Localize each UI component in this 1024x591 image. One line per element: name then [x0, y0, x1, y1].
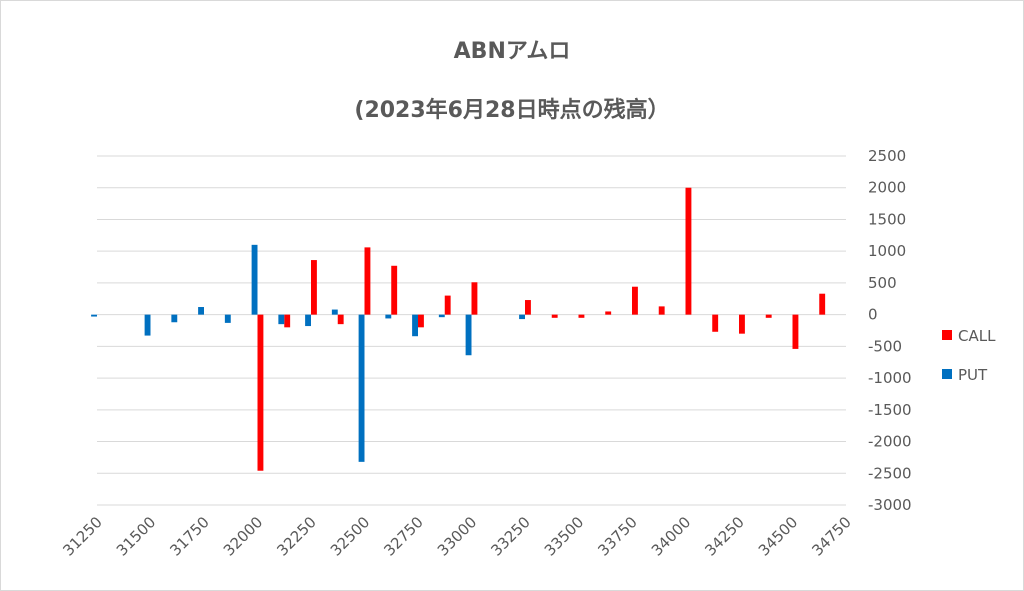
y-tick-label: -1500	[868, 401, 912, 419]
bar-put	[519, 314, 525, 320]
bar-call	[391, 265, 398, 315]
legend-swatch-put	[942, 369, 952, 379]
bar-put	[358, 314, 365, 462]
legend: CALL PUT	[942, 327, 996, 384]
y-tick-label: 1500	[868, 210, 906, 228]
x-tick-label: 31250	[59, 513, 105, 559]
y-tick-label: 500	[868, 274, 897, 292]
bar-call	[337, 314, 344, 325]
x-tick-label: 34250	[701, 513, 747, 559]
bar-call	[257, 314, 264, 471]
chart-subtitle: (2023年6月28日時点の残高）	[354, 98, 670, 123]
bar-call	[765, 314, 772, 318]
bar-call	[819, 293, 826, 315]
legend-label-call: CALL	[958, 327, 996, 345]
bar-call	[712, 314, 719, 332]
legend-swatch-call	[942, 330, 952, 340]
x-tick-label: 34750	[808, 513, 854, 559]
x-tick-label: 33250	[487, 513, 533, 559]
bars	[91, 187, 826, 471]
y-tick-label: -500	[868, 337, 902, 355]
x-tick-label: 32500	[327, 513, 373, 559]
y-tick-label: 0	[868, 306, 878, 324]
bar-put	[251, 244, 258, 315]
x-tick-label: 33750	[594, 513, 640, 559]
x-tick-label: 32000	[220, 513, 266, 559]
bar-call	[578, 314, 585, 318]
y-tick-label: -2500	[868, 464, 912, 482]
bar-call	[364, 247, 371, 315]
bar-put	[385, 314, 392, 319]
bar-put	[438, 314, 445, 318]
bar-call	[685, 187, 692, 315]
x-axis-ticks: 31250 31500 31750 32000 32250 32500 32750 33000…	[59, 513, 854, 559]
bar-put	[305, 314, 311, 327]
bar-put	[144, 314, 151, 336]
bar-call	[658, 306, 665, 315]
bar-call	[311, 260, 317, 315]
y-tick-label: -1000	[868, 369, 912, 387]
bar-call	[605, 311, 612, 315]
gridlines	[97, 155, 846, 506]
x-tick-label: 32250	[273, 513, 319, 559]
x-tick-label: 31750	[166, 513, 212, 559]
bar-call	[525, 300, 531, 315]
y-tick-label: 2500	[868, 147, 906, 165]
x-tick-label: 33500	[541, 513, 587, 559]
bar-put	[331, 309, 338, 315]
x-tick-label: 34000	[648, 513, 694, 559]
y-tick-label: 2000	[868, 179, 906, 197]
x-tick-label: 32750	[380, 513, 426, 559]
bar-call	[471, 282, 478, 315]
y-tick-label: 1000	[868, 242, 906, 260]
x-tick-label: 31500	[113, 513, 159, 559]
bar-call	[284, 314, 291, 328]
y-tick-label: -3000	[868, 496, 912, 514]
bar-put	[198, 307, 204, 315]
bar-call	[632, 286, 638, 315]
bar-call	[444, 295, 451, 315]
x-tick-label: 34500	[755, 513, 801, 559]
bar-call	[418, 314, 424, 328]
y-axis-ticks: 2500 2000 1500 1000 500 0 -500 -1000 -1500 -2000 -…	[868, 147, 912, 514]
bar-put	[465, 314, 472, 356]
bar-put	[412, 314, 418, 337]
chart-title: ABNアムロ	[453, 39, 571, 64]
x-tick-label: 33000	[434, 513, 480, 559]
bar-call	[551, 314, 558, 318]
bar-call	[739, 314, 745, 334]
bar-put	[171, 314, 178, 323]
bar-call	[792, 314, 799, 349]
legend-label-put: PUT	[958, 366, 988, 384]
bar-put	[91, 314, 97, 317]
y-tick-label: -2000	[868, 433, 912, 451]
bar-put	[278, 314, 285, 325]
bar-put	[224, 314, 231, 323]
